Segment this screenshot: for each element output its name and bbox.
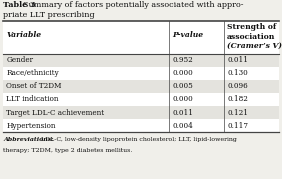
Text: Target LDL-C achievement: Target LDL-C achievement: [6, 108, 104, 117]
Text: therapy; T2DM, type 2 diabetes mellitus.: therapy; T2DM, type 2 diabetes mellitus.: [3, 148, 133, 153]
Bar: [3, 119, 279, 132]
Text: Hypertension: Hypertension: [6, 122, 56, 130]
Text: 0.121: 0.121: [227, 108, 248, 117]
Text: Strength of: Strength of: [227, 23, 276, 31]
Text: LLT indication: LLT indication: [6, 95, 59, 103]
Text: 0.096: 0.096: [227, 82, 248, 90]
Text: 0.182: 0.182: [227, 95, 248, 103]
Bar: [3, 80, 279, 93]
Text: association: association: [227, 33, 276, 41]
Bar: [3, 54, 279, 67]
Text: 0.952: 0.952: [172, 56, 193, 64]
Text: Gender: Gender: [6, 56, 33, 64]
Bar: [3, 67, 279, 80]
Text: (Cramer’s V): (Cramer’s V): [227, 42, 282, 50]
Text: LDL-C, low-density lipoprotein cholesterol; LLT, lipid-lowering: LDL-C, low-density lipoprotein cholester…: [41, 137, 237, 142]
Text: Variable: Variable: [6, 31, 41, 39]
Text: 0.011: 0.011: [172, 108, 193, 117]
Text: Onset of T2DM: Onset of T2DM: [6, 82, 62, 90]
Text: 0.000: 0.000: [172, 69, 193, 77]
Text: P-value: P-value: [172, 31, 203, 39]
Bar: [3, 106, 279, 119]
Text: priate LLT prescribing: priate LLT prescribing: [3, 11, 95, 19]
Text: 0.011: 0.011: [227, 56, 248, 64]
Bar: [3, 21, 279, 54]
Text: Race/ethnicity: Race/ethnicity: [6, 69, 59, 77]
Text: Abbreviations:: Abbreviations:: [3, 137, 56, 142]
Text: 0.117: 0.117: [227, 122, 248, 130]
Text: 0.130: 0.130: [227, 69, 248, 77]
Text: Summary of factors potentially associated with appro-: Summary of factors potentially associate…: [23, 1, 243, 9]
Text: 0.005: 0.005: [172, 82, 193, 90]
Bar: [3, 93, 279, 106]
Text: 0.000: 0.000: [172, 95, 193, 103]
Text: 0.004: 0.004: [172, 122, 193, 130]
Text: Table 3: Table 3: [3, 1, 39, 9]
